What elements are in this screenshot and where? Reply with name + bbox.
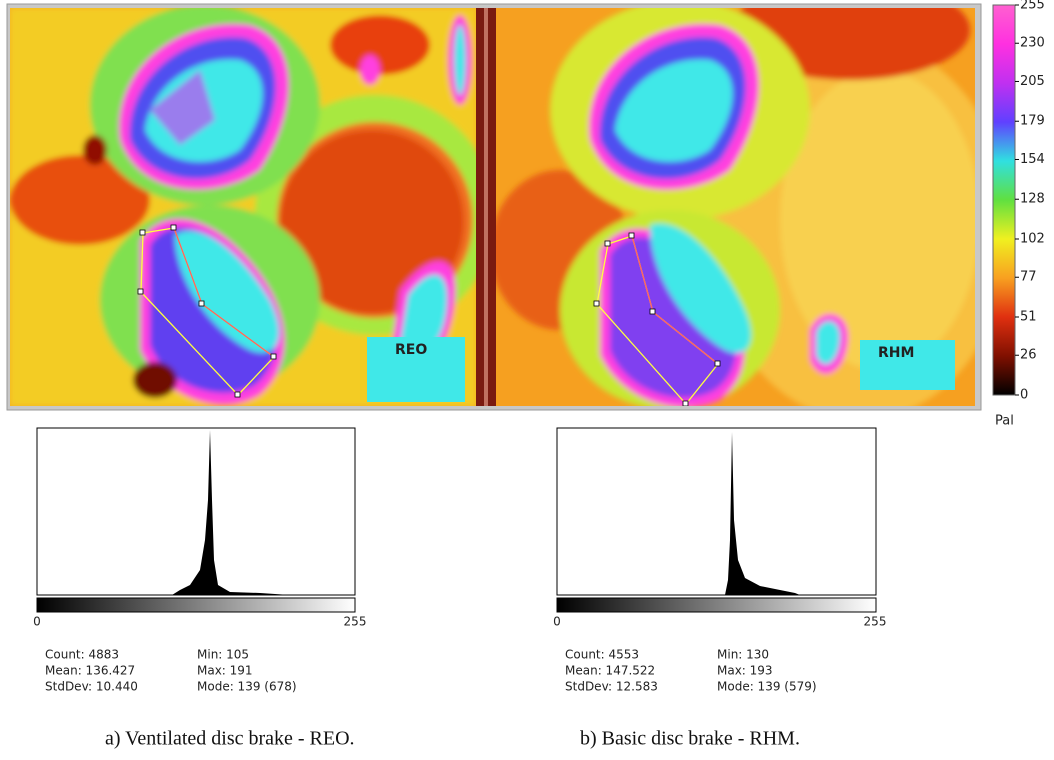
stat: Count: 4553	[565, 648, 639, 662]
stat: Max: 191	[197, 664, 253, 678]
histogram	[556, 427, 877, 613]
axis-label: 0	[33, 615, 41, 629]
stat: Min: 130	[717, 648, 769, 662]
axis-label: 255	[864, 615, 887, 629]
histogram	[36, 427, 356, 613]
stat: Count: 4883	[45, 648, 119, 662]
palette-tick-label: 179	[1020, 114, 1045, 129]
stat: Mode: 139 (579)	[717, 680, 817, 694]
palette-tick-label: 205	[1020, 74, 1045, 89]
palette-tick-label: 255	[1020, 0, 1045, 13]
stat: Mean: 147.522	[565, 664, 655, 678]
axis-label: 255	[344, 615, 367, 629]
caption: b) Basic disc brake - RHM.	[580, 728, 800, 750]
stat: Mean: 136.427	[45, 664, 135, 678]
palette-title: Pal	[995, 414, 1014, 429]
palette-tick-label: 230	[1020, 36, 1045, 51]
palette-bar	[992, 4, 1016, 396]
stat: Max: 193	[717, 664, 773, 678]
palette-tick-label: 77	[1020, 270, 1037, 285]
thermal-image: RHM	[496, 8, 975, 406]
stat: StdDev: 10.440	[45, 680, 138, 694]
image-label: REO	[395, 342, 427, 358]
axis-label: 0	[553, 615, 561, 629]
thermal-image: REO	[10, 8, 476, 406]
palette-tick-label: 26	[1020, 348, 1037, 363]
stat: StdDev: 12.583	[565, 680, 658, 694]
palette-tick-label: 102	[1020, 232, 1045, 247]
palette-tick-label: 0	[1020, 388, 1028, 403]
palette-tick-label: 51	[1020, 310, 1037, 325]
palette-tick-label: 128	[1020, 192, 1045, 207]
palette-tick-label: 154	[1020, 152, 1045, 167]
caption: a) Ventilated disc brake - REO.	[105, 728, 355, 750]
image-label: RHM	[878, 345, 914, 361]
stat: Min: 105	[197, 648, 249, 662]
stat: Mode: 139 (678)	[197, 680, 297, 694]
